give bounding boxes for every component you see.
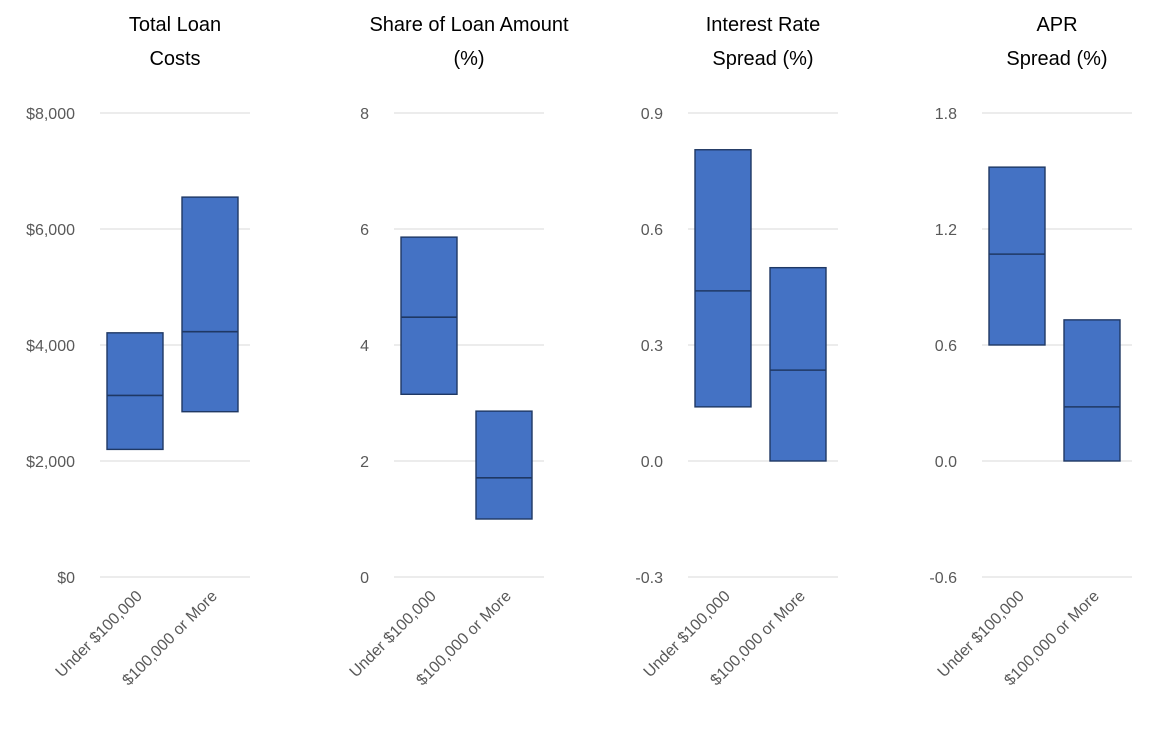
chart-panel-3: Interest Rate Spread (%) -0.3 0.0 0.3 0.6 0.9 U… bbox=[588, 0, 882, 734]
y-tick-label: 1.8 bbox=[935, 106, 957, 123]
chart-title-line: Share of Loan Amount bbox=[369, 14, 569, 36]
chart-title-line: Spread (%) bbox=[1006, 48, 1108, 70]
y-tick-label: 0.0 bbox=[935, 454, 957, 471]
chart-title: Interest Rate Spread (%) bbox=[588, 8, 938, 76]
chart-title-line: Interest Rate bbox=[705, 14, 821, 36]
y-tick-label: $0 bbox=[57, 570, 75, 587]
y-tick-label: 0.6 bbox=[935, 338, 957, 355]
range-bar bbox=[694, 149, 752, 408]
range-bar bbox=[1063, 319, 1121, 462]
y-tick-label: $8,000 bbox=[26, 106, 75, 123]
chart-panel-4: APR Spread (%) -0.6 0.0 0.6 1.2 1.8 Under $100,… bbox=[882, 0, 1176, 734]
chart-panel-2: Share of Loan Amount (%) 0 2 4 6 8 Under $100,0… bbox=[294, 0, 588, 734]
chart-title-line: (%) bbox=[453, 48, 485, 70]
chart-title: APR Spread (%) bbox=[882, 8, 1176, 76]
y-tick-label: 0.3 bbox=[641, 338, 663, 355]
chart-title-line: Total Loan bbox=[128, 14, 222, 36]
chart-title-line: APR bbox=[1036, 14, 1078, 36]
y-tick-label: 0.6 bbox=[641, 222, 663, 239]
chart-title-line: Costs bbox=[149, 48, 201, 70]
y-tick-label: 0.0 bbox=[641, 454, 663, 471]
y-tick-label: $6,000 bbox=[26, 222, 75, 239]
y-tick-label: $2,000 bbox=[26, 454, 75, 471]
y-tick-label: 1.2 bbox=[935, 222, 957, 239]
range-bar bbox=[769, 266, 827, 462]
chart-title-line: Spread (%) bbox=[712, 48, 814, 70]
y-tick-label: 0 bbox=[360, 570, 369, 587]
y-tick-label: 6 bbox=[360, 222, 369, 239]
range-bar bbox=[400, 236, 458, 395]
range-bar bbox=[988, 166, 1046, 346]
y-tick-label: -0.6 bbox=[929, 570, 957, 587]
chart-title: Total Loan Costs bbox=[0, 8, 350, 76]
y-tick-label: -0.3 bbox=[635, 570, 663, 587]
range-bar bbox=[181, 196, 239, 413]
y-tick-label: 4 bbox=[360, 338, 369, 355]
chart-panel-1: Total Loan Costs $0 $2,000 $4,000 $6,000 $8,00… bbox=[0, 0, 294, 734]
y-tick-label: 8 bbox=[360, 106, 369, 123]
y-tick-label: $4,000 bbox=[26, 338, 75, 355]
range-bar bbox=[475, 410, 533, 520]
y-tick-label: 0.9 bbox=[641, 106, 663, 123]
range-bar bbox=[106, 332, 164, 451]
chart-title: Share of Loan Amount (%) bbox=[294, 8, 644, 76]
y-tick-label: 2 bbox=[360, 454, 369, 471]
